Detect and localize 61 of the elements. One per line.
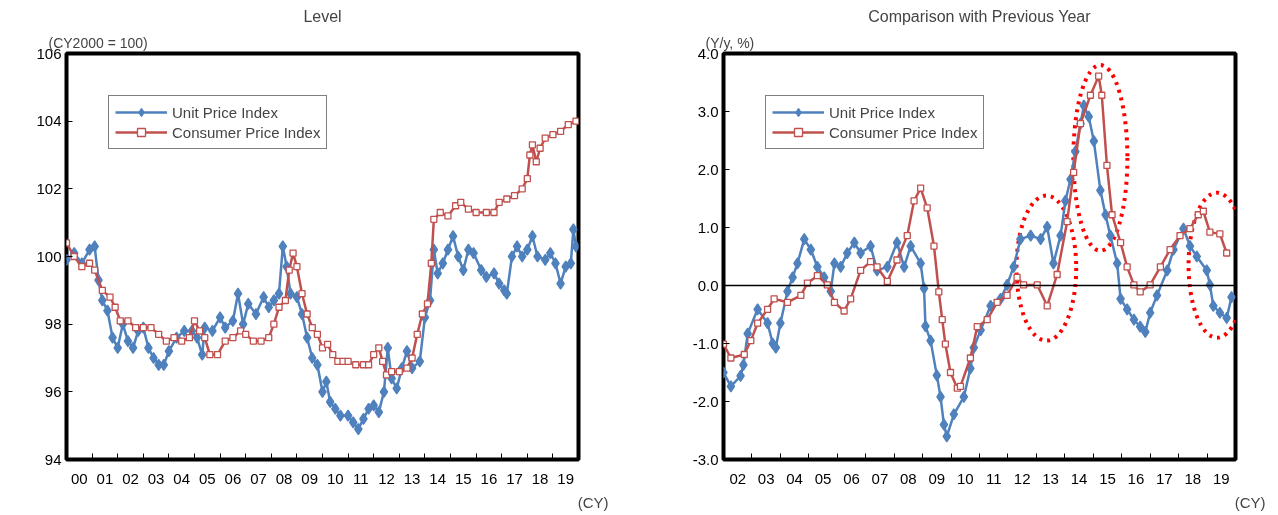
legend-label: Unit Price Index [829,102,935,122]
y-tick-label: 0.0 [697,276,719,294]
chart-title: Comparison with Previous Year [868,7,1092,25]
x-tick-label: 10 [956,469,974,487]
x-tick-label: 03 [147,469,165,487]
x-tick-label: 13 [403,469,421,487]
y-tick-label: 102 [36,179,62,197]
legend-label: Consumer Price Index [172,122,321,142]
y-tick-label: 3.0 [697,102,719,120]
y-tick-label: 96 [44,382,62,400]
y-tick-label: -2.0 [692,392,719,410]
x-tick-label: 03 [757,469,775,487]
x-axis-title: (CY) [1234,493,1266,511]
chart-title: Level [303,7,342,25]
x-tick-label: 13 [1042,469,1059,487]
x-tick-label: 08 [900,469,917,487]
x-tick-label: 11 [353,469,369,487]
x-tick-label: 14 [429,469,447,487]
y-tick-label: -3.0 [692,450,719,468]
x-tick-label: 16 [480,469,498,487]
y-tick-label: 94 [44,450,62,468]
y-tick-label: -1.0 [692,334,719,352]
x-tick-label: 07 [250,469,267,487]
x-tick-label: 08 [275,469,293,487]
x-axis-title: (CY) [577,493,609,511]
y-tick-label: 104 [36,112,62,130]
y-axis-title: (Y/y, %) [705,34,755,51]
x-tick-label: 19 [557,469,575,487]
x-tick-label: 15 [454,469,472,487]
legend-label: Consumer Price Index [829,122,978,142]
x-tick-label: 12 [1013,469,1031,487]
x-tick-label: 05 [198,469,216,487]
y-tick-label: 100 [36,247,62,265]
x-tick-label: 18 [1184,469,1202,487]
x-tick-label: 05 [814,469,832,487]
y-tick-label: 1.0 [697,218,719,236]
x-tick-label: 17 [1156,469,1173,487]
x-tick-label: 02 [729,469,747,487]
y-tick-label: 2.0 [697,160,719,178]
x-tick-label: 02 [122,469,139,487]
x-tick-label: 15 [1099,469,1116,487]
x-tick-label: 10 [326,469,344,487]
x-tick-label: 06 [224,469,242,487]
y-axis-title: (CY2000 = 100) [48,34,148,51]
x-tick-label: 12 [378,469,395,487]
x-tick-label: 09 [301,469,319,487]
x-tick-label: 14 [1070,469,1088,487]
x-tick-label: 09 [928,469,946,487]
x-tick-label: 19 [1212,469,1230,487]
x-tick-label: 06 [843,469,860,487]
x-tick-label: 04 [786,469,803,487]
x-tick-label: 18 [531,469,549,487]
x-tick-label: 00 [70,469,88,487]
x-tick-label: 17 [506,469,523,487]
legend-label: Unit Price Index [172,102,278,122]
x-tick-label: 01 [96,469,114,487]
x-tick-label: 16 [1127,469,1145,487]
x-tick-label: 07 [871,469,889,487]
y-tick-label: 98 [44,315,62,333]
x-tick-label: 11 [985,469,1002,487]
x-tick-label: 04 [173,469,191,487]
